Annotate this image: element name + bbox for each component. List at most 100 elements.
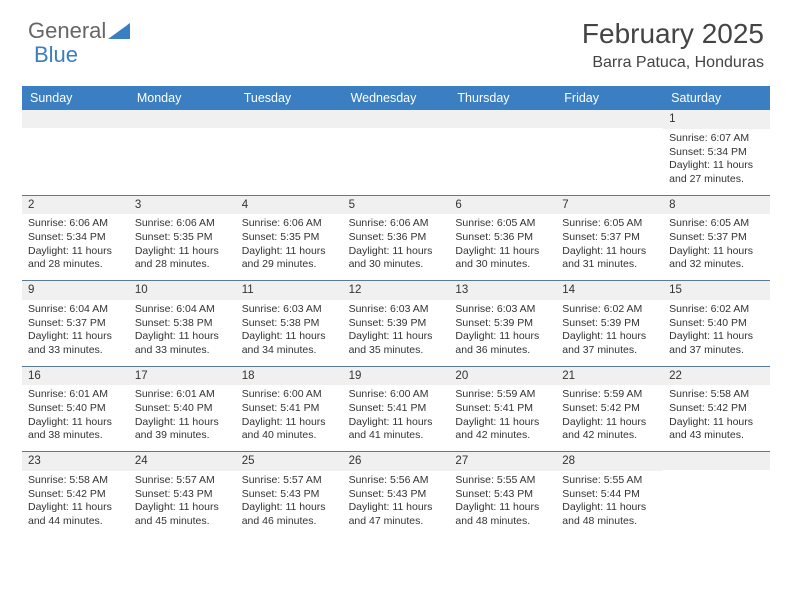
sunrise-text: Sunrise: 6:02 AM (562, 303, 657, 317)
calendar-cell: 14Sunrise: 6:02 AMSunset: 5:39 PMDayligh… (556, 281, 663, 366)
calendar-cell: 8Sunrise: 6:05 AMSunset: 5:37 PMDaylight… (663, 196, 770, 281)
day-number (129, 110, 236, 128)
sunrise-text: Sunrise: 5:58 AM (28, 474, 123, 488)
daylight2-text: and 40 minutes. (242, 429, 337, 443)
calendar-cell (343, 110, 450, 195)
daylight1-text: Daylight: 11 hours (669, 330, 764, 344)
sunset-text: Sunset: 5:36 PM (349, 231, 444, 245)
daylight2-text: and 28 minutes. (28, 258, 123, 272)
day-number: 27 (449, 452, 556, 471)
day-number (556, 110, 663, 128)
sunset-text: Sunset: 5:34 PM (669, 146, 764, 160)
sunset-text: Sunset: 5:43 PM (455, 488, 550, 502)
day-number: 12 (343, 281, 450, 300)
calendar-cell: 3Sunrise: 6:06 AMSunset: 5:35 PMDaylight… (129, 196, 236, 281)
daylight1-text: Daylight: 11 hours (455, 330, 550, 344)
sunrise-text: Sunrise: 5:56 AM (349, 474, 444, 488)
daylight2-text: and 35 minutes. (349, 344, 444, 358)
sunrise-text: Sunrise: 6:01 AM (28, 388, 123, 402)
day-number: 17 (129, 367, 236, 386)
calendar-cell: 6Sunrise: 6:05 AMSunset: 5:36 PMDaylight… (449, 196, 556, 281)
calendar-cell (236, 110, 343, 195)
day-number: 20 (449, 367, 556, 386)
day-number: 6 (449, 196, 556, 215)
day-number (343, 110, 450, 128)
weekday-header-row: Sunday Monday Tuesday Wednesday Thursday… (22, 86, 770, 110)
calendar-cell (556, 110, 663, 195)
sunset-text: Sunset: 5:38 PM (242, 317, 337, 331)
day-number (22, 110, 129, 128)
day-number: 1 (663, 110, 770, 129)
sunrise-text: Sunrise: 5:55 AM (562, 474, 657, 488)
page-header: General February 2025 Barra Patuca, Hond… (0, 0, 792, 80)
daylight2-text: and 27 minutes. (669, 173, 764, 187)
daylight1-text: Daylight: 11 hours (455, 501, 550, 515)
sunset-text: Sunset: 5:41 PM (455, 402, 550, 416)
month-title: February 2025 (582, 18, 764, 50)
daylight1-text: Daylight: 11 hours (562, 245, 657, 259)
daylight2-text: and 42 minutes. (562, 429, 657, 443)
sunset-text: Sunset: 5:39 PM (455, 317, 550, 331)
daylight1-text: Daylight: 11 hours (669, 159, 764, 173)
title-block: February 2025 Barra Patuca, Honduras (582, 18, 764, 72)
daylight1-text: Daylight: 11 hours (349, 330, 444, 344)
daylight1-text: Daylight: 11 hours (28, 416, 123, 430)
calendar-cell: 1Sunrise: 6:07 AMSunset: 5:34 PMDaylight… (663, 110, 770, 195)
sunset-text: Sunset: 5:43 PM (242, 488, 337, 502)
daylight2-text: and 32 minutes. (669, 258, 764, 272)
calendar-week-row: 23Sunrise: 5:58 AMSunset: 5:42 PMDayligh… (22, 451, 770, 537)
daylight2-text: and 47 minutes. (349, 515, 444, 529)
daylight1-text: Daylight: 11 hours (28, 501, 123, 515)
sunrise-text: Sunrise: 5:55 AM (455, 474, 550, 488)
logo: General (28, 18, 130, 44)
sunrise-text: Sunrise: 6:06 AM (28, 217, 123, 231)
sunset-text: Sunset: 5:39 PM (562, 317, 657, 331)
day-number: 2 (22, 196, 129, 215)
day-number: 23 (22, 452, 129, 471)
daylight1-text: Daylight: 11 hours (135, 245, 230, 259)
day-number: 18 (236, 367, 343, 386)
day-number: 5 (343, 196, 450, 215)
calendar-cell: 27 Sunrise: 5:55 AMSunset: 5:43 PMDayligh… (449, 452, 556, 537)
sunset-text: Sunset: 5:42 PM (669, 402, 764, 416)
weekday-header: Wednesday (343, 86, 450, 110)
calendar-week-row: 2Sunrise: 6:06 AMSunset: 5:34 PMDaylight… (22, 195, 770, 281)
daylight1-text: Daylight: 11 hours (135, 416, 230, 430)
calendar-cell: 15Sunrise: 6:02 AMSunset: 5:40 PMDayligh… (663, 281, 770, 366)
day-number: 7 (556, 196, 663, 215)
daylight2-text: and 41 minutes. (349, 429, 444, 443)
day-number: 15 (663, 281, 770, 300)
calendar-cell: 5Sunrise: 6:06 AMSunset: 5:36 PMDaylight… (343, 196, 450, 281)
sunset-text: Sunset: 5:35 PM (242, 231, 337, 245)
sunrise-text: Sunrise: 5:57 AM (242, 474, 337, 488)
calendar-cell: 9Sunrise: 6:04 AMSunset: 5:37 PMDaylight… (22, 281, 129, 366)
daylight2-text: and 29 minutes. (242, 258, 337, 272)
daylight1-text: Daylight: 11 hours (135, 501, 230, 515)
calendar-cell: 28Sunrise: 5:55 AMSunset: 5:44 PMDayligh… (556, 452, 663, 537)
location-label: Barra Patuca, Honduras (582, 54, 764, 72)
day-number: 28 (556, 452, 663, 471)
calendar-cell: 23Sunrise: 5:58 AMSunset: 5:42 PMDayligh… (22, 452, 129, 537)
sunrise-text: Sunrise: 6:00 AM (242, 388, 337, 402)
calendar-cell: 19Sunrise: 6:00 AMSunset: 5:41 PMDayligh… (343, 367, 450, 452)
sunset-text: Sunset: 5:37 PM (669, 231, 764, 245)
calendar-cell (449, 110, 556, 195)
daylight1-text: Daylight: 11 hours (28, 330, 123, 344)
daylight2-text: and 28 minutes. (135, 258, 230, 272)
daylight2-text: and 48 minutes. (562, 515, 657, 529)
daylight1-text: Daylight: 11 hours (562, 501, 657, 515)
sunset-text: Sunset: 5:43 PM (135, 488, 230, 502)
day-number (449, 110, 556, 128)
day-number: 8 (663, 196, 770, 215)
day-number: 16 (22, 367, 129, 386)
calendar-cell: 2Sunrise: 6:06 AMSunset: 5:34 PMDaylight… (22, 196, 129, 281)
daylight1-text: Daylight: 11 hours (135, 330, 230, 344)
daylight2-text: and 37 minutes. (669, 344, 764, 358)
calendar-week-row: 1Sunrise: 6:07 AMSunset: 5:34 PMDaylight… (22, 110, 770, 195)
daylight2-text: and 30 minutes. (349, 258, 444, 272)
calendar-cell: 26Sunrise: 5:56 AMSunset: 5:43 PMDayligh… (343, 452, 450, 537)
day-number: 4 (236, 196, 343, 215)
daylight1-text: Daylight: 11 hours (669, 245, 764, 259)
sunrise-text: Sunrise: 6:01 AM (135, 388, 230, 402)
daylight1-text: Daylight: 11 hours (455, 416, 550, 430)
